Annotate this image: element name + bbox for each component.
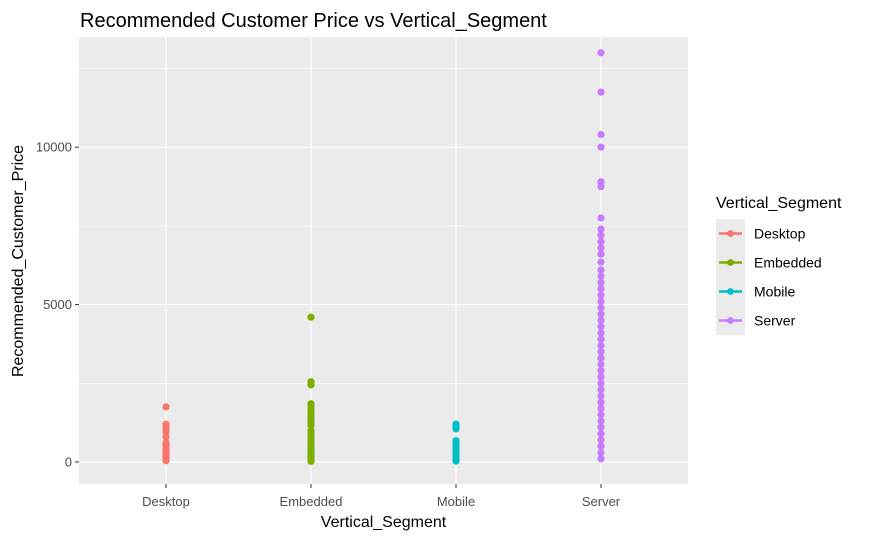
y-tick-label: 5000 — [43, 297, 72, 312]
data-point-server — [597, 231, 605, 239]
data-point-mobile — [452, 425, 460, 433]
data-point-server — [597, 404, 605, 413]
data-point-server — [597, 373, 605, 381]
data-point-server — [597, 310, 605, 318]
x-axis-title: Vertical_Segment — [321, 514, 447, 531]
data-point-server — [597, 367, 605, 375]
data-point-server — [597, 266, 605, 274]
data-point-desktop — [162, 403, 170, 411]
data-point-server — [597, 448, 605, 457]
y-tick-label: 0 — [65, 454, 72, 469]
data-point-server — [597, 291, 605, 299]
data-point-server — [597, 143, 605, 151]
plot-panel — [79, 37, 688, 484]
data-point-server — [597, 225, 605, 233]
data-point-server — [597, 335, 605, 343]
data-point-server — [597, 214, 605, 222]
data-point-server — [597, 304, 605, 312]
data-point-embedded — [307, 381, 315, 389]
data-point-server — [597, 398, 605, 406]
data-point-server — [597, 297, 605, 306]
data-point-server — [597, 411, 605, 419]
legend-title: Vertical_Segment — [716, 195, 842, 212]
x-tick-label: Desktop — [142, 494, 190, 509]
x-tick-label: Server — [582, 494, 621, 509]
data-point-server — [597, 244, 605, 252]
data-point-server — [597, 379, 605, 387]
data-point-embedded — [307, 457, 315, 465]
x-tick-label: Mobile — [437, 494, 475, 509]
data-point-server — [597, 49, 605, 57]
data-point-server — [597, 436, 605, 444]
data-point-server — [597, 385, 605, 394]
data-point-server — [597, 360, 605, 368]
data-point-server — [597, 278, 605, 287]
data-point-server — [597, 285, 605, 293]
data-points — [162, 49, 605, 465]
data-point-server — [597, 455, 605, 463]
data-point-server — [597, 348, 605, 356]
data-point-server — [597, 258, 605, 266]
data-point-server — [597, 442, 605, 450]
x-axis: Desktop Embedded Mobile Server — [142, 484, 621, 509]
data-point-server — [597, 238, 605, 246]
legend-entries: Desktop Embedded Mobile Server — [716, 219, 822, 335]
x-tick-label: Embedded — [280, 494, 343, 509]
legend-key-point — [727, 288, 734, 295]
data-point-server — [597, 323, 605, 331]
data-point-embedded — [307, 313, 315, 321]
legend-label: Embedded — [754, 255, 822, 271]
data-point-server — [597, 250, 605, 258]
data-point-server — [597, 316, 605, 324]
data-point-server — [597, 182, 605, 191]
legend-key-point — [727, 317, 734, 324]
y-axis: 0 5000 10000 — [36, 140, 79, 469]
data-point-server — [597, 430, 605, 438]
data-point-server — [597, 341, 605, 350]
legend-label: Server — [754, 313, 796, 329]
data-point-server — [597, 272, 605, 280]
data-point-server — [597, 130, 605, 139]
legend-key-point — [727, 230, 734, 237]
data-point-server — [597, 329, 605, 337]
legend: Vertical_Segment Desktop Embedded Mobile Se… — [716, 195, 842, 335]
data-point-server — [597, 354, 605, 362]
chart-title: Recommended Customer Price vs Vertical_S… — [80, 10, 547, 32]
data-point-server — [597, 88, 605, 96]
y-tick-label: 10000 — [36, 140, 72, 155]
data-point-server — [597, 423, 605, 431]
data-point-desktop — [162, 433, 170, 441]
legend-label: Mobile — [754, 284, 795, 300]
legend-label: Desktop — [754, 226, 806, 242]
data-point-server — [597, 392, 605, 400]
y-axis-title: Recommended_Customer_Price — [10, 145, 27, 377]
legend-key-point — [727, 259, 734, 266]
data-point-desktop — [162, 457, 170, 465]
data-point-server — [597, 417, 605, 425]
data-point-mobile — [452, 457, 460, 465]
minor-gridlines — [79, 68, 688, 384]
